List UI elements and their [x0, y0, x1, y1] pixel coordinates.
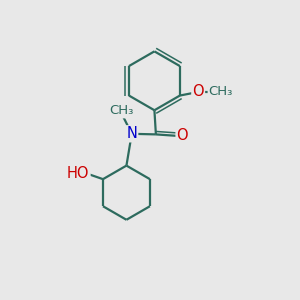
- Text: O: O: [192, 85, 204, 100]
- Text: N: N: [126, 126, 137, 141]
- Text: CH₃: CH₃: [209, 85, 233, 98]
- Text: CH₃: CH₃: [109, 104, 134, 117]
- Text: O: O: [177, 128, 188, 143]
- Text: HO: HO: [67, 166, 89, 181]
